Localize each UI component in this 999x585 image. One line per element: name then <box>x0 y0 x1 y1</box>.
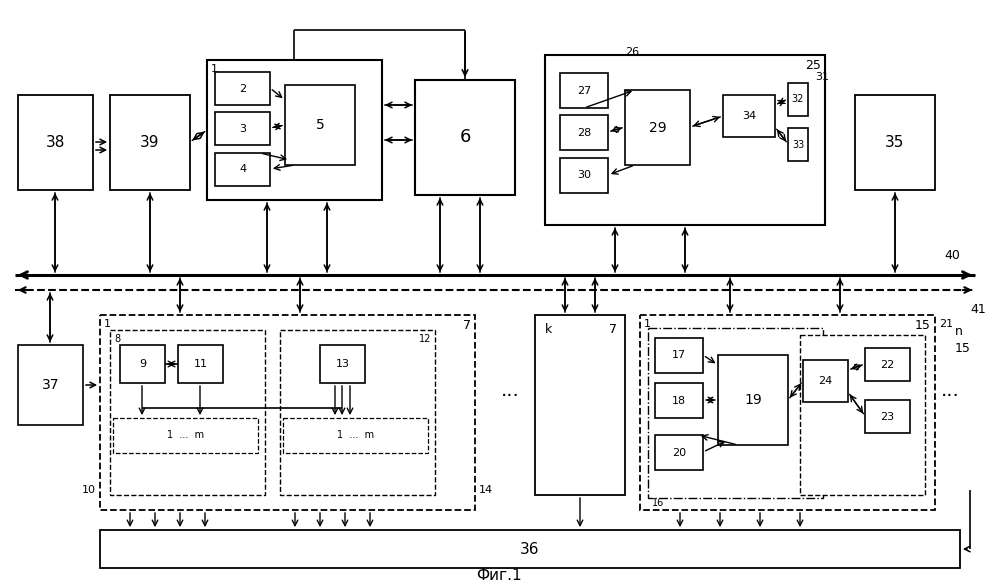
Text: 15: 15 <box>915 319 931 332</box>
Text: 23: 23 <box>880 411 894 422</box>
Text: k: k <box>545 323 552 336</box>
Bar <box>320 345 365 383</box>
Bar <box>655 338 703 373</box>
Text: 15: 15 <box>955 342 971 355</box>
Text: 2: 2 <box>239 84 246 94</box>
Bar <box>800 335 925 495</box>
Bar <box>560 158 608 193</box>
Text: 1  ...  m: 1 ... m <box>167 431 204 441</box>
Bar <box>625 90 690 165</box>
Bar <box>865 348 910 381</box>
Bar <box>207 60 382 200</box>
Bar <box>415 80 515 195</box>
Bar <box>648 328 823 498</box>
Text: 7: 7 <box>463 319 471 332</box>
Bar <box>555 65 710 213</box>
Text: 41: 41 <box>970 303 986 316</box>
Bar <box>18 345 83 425</box>
Text: 16: 16 <box>652 498 664 508</box>
Text: 36: 36 <box>520 542 539 556</box>
Bar <box>283 418 428 453</box>
Bar <box>110 330 265 495</box>
Bar <box>120 345 165 383</box>
Text: 29: 29 <box>648 121 666 135</box>
Text: 32: 32 <box>792 95 804 105</box>
Text: Фиг.1: Фиг.1 <box>477 567 521 583</box>
Text: 26: 26 <box>625 47 639 57</box>
Text: 21: 21 <box>939 319 953 329</box>
Text: 20: 20 <box>672 448 686 457</box>
Text: 31: 31 <box>815 72 829 82</box>
Text: 7: 7 <box>609 323 617 336</box>
Text: 14: 14 <box>479 485 494 495</box>
Bar <box>855 95 935 190</box>
Bar <box>718 355 788 445</box>
Text: 40: 40 <box>944 249 960 262</box>
Bar <box>803 360 848 402</box>
Text: 22: 22 <box>880 360 895 370</box>
Bar <box>215 153 270 186</box>
Bar <box>655 383 703 418</box>
Text: 34: 34 <box>742 111 756 121</box>
Text: 5: 5 <box>316 118 325 132</box>
Text: 1: 1 <box>644 319 651 329</box>
Text: 37: 37 <box>42 378 59 392</box>
Text: 28: 28 <box>576 128 591 137</box>
Bar <box>865 400 910 433</box>
Text: 35: 35 <box>885 135 905 150</box>
Text: 10: 10 <box>82 485 96 495</box>
Bar <box>560 73 608 108</box>
Bar <box>560 115 608 150</box>
Text: 39: 39 <box>140 135 160 150</box>
Bar <box>640 315 935 510</box>
Bar <box>545 55 825 225</box>
Text: 1: 1 <box>211 64 218 74</box>
Text: n: n <box>955 325 963 338</box>
Text: 13: 13 <box>336 359 350 369</box>
Bar <box>285 85 355 165</box>
Text: 12: 12 <box>419 334 431 344</box>
Bar <box>723 95 775 137</box>
Text: 27: 27 <box>576 85 591 95</box>
Bar <box>788 83 808 116</box>
Text: 8: 8 <box>114 334 120 344</box>
Text: 24: 24 <box>818 376 832 386</box>
Bar <box>18 95 93 190</box>
Bar <box>720 70 815 210</box>
Bar <box>100 530 960 568</box>
Bar <box>178 345 223 383</box>
Bar <box>100 315 475 510</box>
Text: 25: 25 <box>805 59 821 72</box>
Text: 33: 33 <box>792 139 804 150</box>
Bar <box>655 435 703 470</box>
Text: ...: ... <box>500 380 519 400</box>
Text: 18: 18 <box>672 395 686 405</box>
Bar <box>280 330 435 495</box>
Text: 6: 6 <box>460 129 471 146</box>
Text: ...: ... <box>941 380 959 400</box>
Text: 19: 19 <box>744 393 762 407</box>
Bar <box>535 315 625 495</box>
Text: 3: 3 <box>239 123 246 133</box>
Bar <box>113 418 258 453</box>
Text: 30: 30 <box>577 170 591 181</box>
Text: 11: 11 <box>194 359 208 369</box>
Bar <box>788 128 808 161</box>
Bar <box>110 95 190 190</box>
Text: 38: 38 <box>46 135 65 150</box>
Text: 4: 4 <box>239 164 246 174</box>
Bar <box>215 112 270 145</box>
Text: 1: 1 <box>104 319 111 329</box>
Text: 9: 9 <box>139 359 146 369</box>
Bar <box>215 72 270 105</box>
Text: 1  ...  m: 1 ... m <box>337 431 374 441</box>
Text: 17: 17 <box>672 350 686 360</box>
